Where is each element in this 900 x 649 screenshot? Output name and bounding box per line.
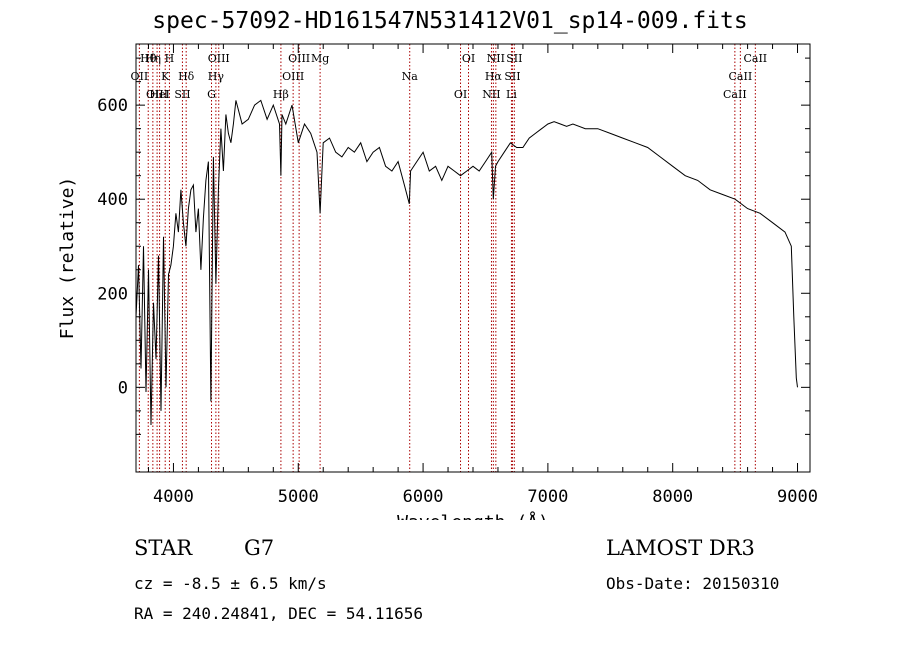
redshift-value: cz = -8.5 ± 6.5 km/s xyxy=(134,574,327,593)
line-markers-layer xyxy=(138,44,756,472)
line-label: Na xyxy=(402,70,419,83)
line-label: HeI xyxy=(149,88,169,101)
line-label: OI xyxy=(454,88,467,101)
plot-frame xyxy=(135,43,811,473)
line-label: Li xyxy=(506,88,517,101)
y-tick-label: 200 xyxy=(97,284,128,304)
line-label: K xyxy=(161,70,170,83)
line-labels-layer: Hθ OII OIII HηK HeI HHδ SII OIII Hγ G OIII OIII Hβ Mg… xyxy=(131,52,768,101)
obs-date: Obs-Date: 20150310 xyxy=(606,574,780,593)
x-axis-label: Wavelength (Å) xyxy=(397,511,549,520)
subclass: G7 xyxy=(244,536,275,560)
line-label: NII xyxy=(482,88,500,101)
line-label: OIII xyxy=(288,52,310,65)
line-label: OIII xyxy=(146,88,168,101)
line-label: OIII xyxy=(208,52,230,65)
spectrum-line xyxy=(135,99,798,426)
y-tick-label: 600 xyxy=(97,96,128,116)
line-label: OII xyxy=(131,70,149,83)
line-label: NII xyxy=(487,52,505,65)
line-label: G xyxy=(207,88,216,101)
line-label: Hη xyxy=(145,52,161,65)
x-tick-label: 8000 xyxy=(652,487,693,507)
line-label: Hβ xyxy=(273,88,289,101)
line-label: SII xyxy=(506,52,522,65)
x-tick-label: 9000 xyxy=(777,487,818,507)
x-tick-label: 4000 xyxy=(153,487,194,507)
survey-name: LAMOST DR3 xyxy=(606,536,755,560)
line-label: SII xyxy=(174,88,190,101)
axes-layer: 4000 5000 6000 7000 8000 9000 0 200 400 600 Wavele… xyxy=(57,43,818,520)
chart-title: spec-57092-HD161547N531412V01_sp14-009.f… xyxy=(152,8,748,34)
line-label: OI xyxy=(462,52,475,65)
spectrum-plot: 4000 5000 6000 7000 8000 9000 0 200 400 600 Wavele… xyxy=(57,43,818,520)
spectrum-layer xyxy=(135,99,798,426)
y-axis-label: Flux (relative) xyxy=(57,177,78,340)
x-tick-label: 6000 xyxy=(403,487,444,507)
line-label: Hδ xyxy=(178,70,195,83)
y-tick-label: 400 xyxy=(97,190,128,210)
line-label: SII xyxy=(504,70,520,83)
line-label: Hθ xyxy=(140,52,157,65)
line-label: CaII xyxy=(723,88,747,101)
line-label: Mg xyxy=(311,52,329,65)
x-tick-label: 5000 xyxy=(278,487,319,507)
line-label: OIII xyxy=(282,70,304,83)
y-tick-label: 0 xyxy=(118,378,128,398)
line-label: H xyxy=(165,52,175,65)
line-label: Hα xyxy=(485,70,503,83)
x-tick-label: 7000 xyxy=(527,487,568,507)
object-class: STAR xyxy=(134,536,193,560)
line-label: CaII xyxy=(743,52,767,65)
coordinates: RA = 240.24841, DEC = 54.11656 xyxy=(134,604,423,623)
line-label: Hγ xyxy=(208,70,225,83)
line-label: CaII xyxy=(729,70,753,83)
